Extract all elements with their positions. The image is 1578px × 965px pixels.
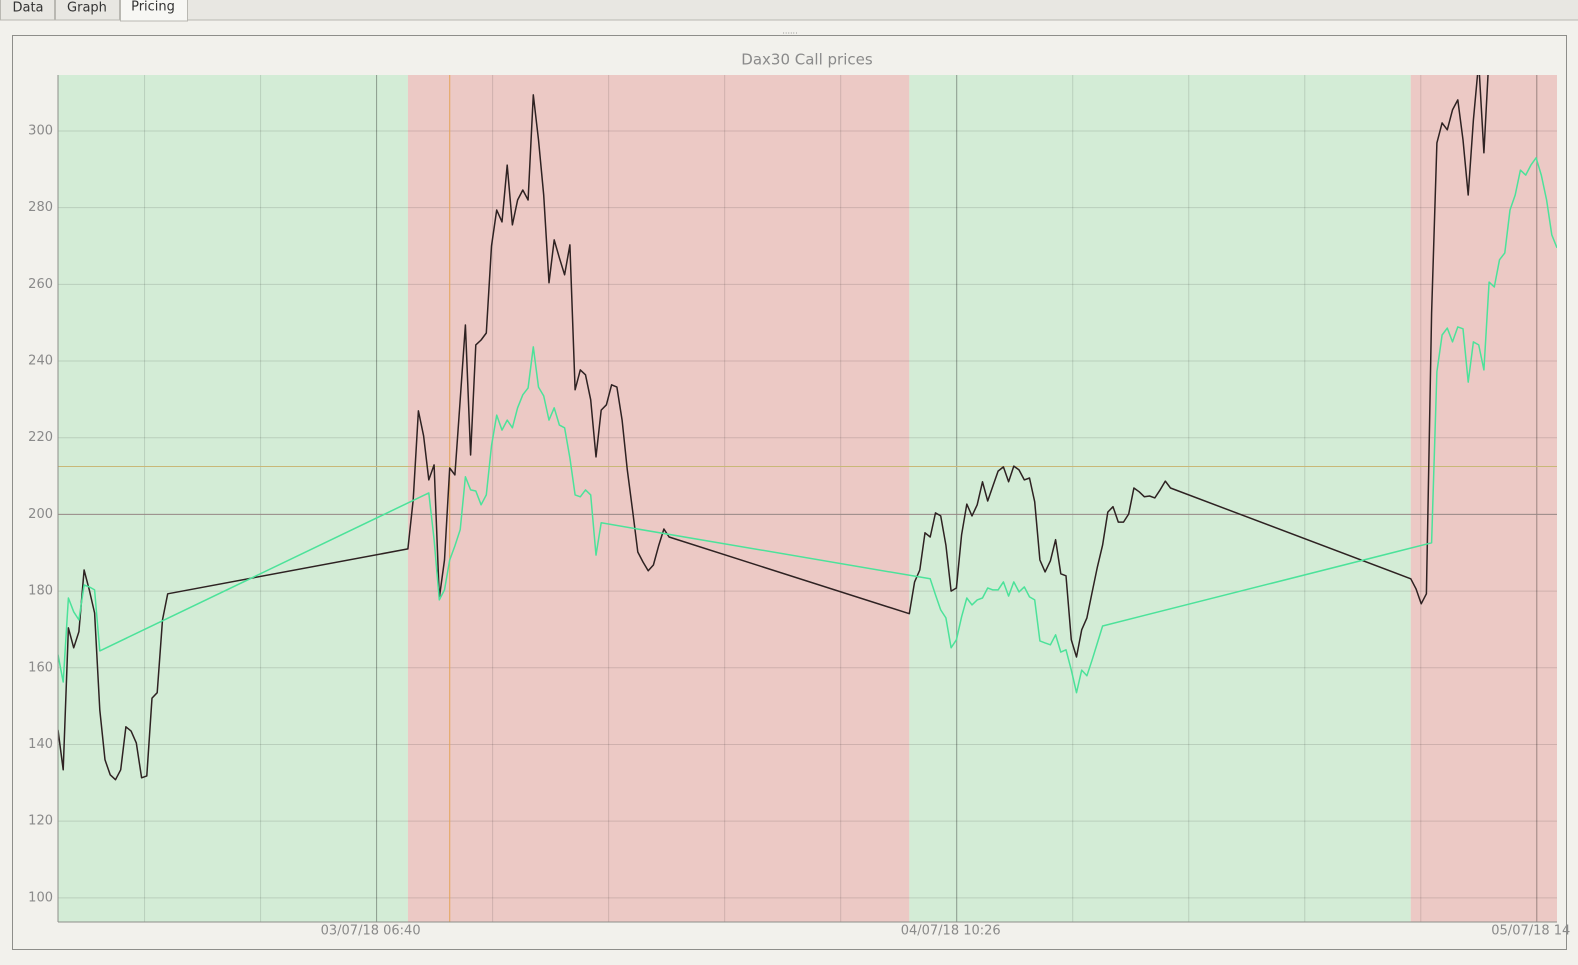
y-tick-label: 160: [28, 660, 53, 675]
tab[interactable]: Data: [0, 0, 55, 21]
splitter-handle[interactable]: ......: [782, 27, 797, 36]
tab-label[interactable]: Data: [12, 1, 43, 16]
series-line: [58, 75, 1489, 781]
series-line: [58, 157, 1557, 694]
chart-title: Dax30 Call prices: [741, 51, 873, 69]
tab-label[interactable]: Graph: [67, 1, 107, 16]
band: [58, 75, 408, 922]
y-tick-label: 260: [28, 277, 53, 292]
axes: 100 120 140 160 180 200 220 240 260 280 300 03/07/1…: [28, 75, 1570, 939]
y-tick-label: 140: [28, 737, 53, 752]
band: [407, 75, 910, 922]
plot-area: [58, 75, 1557, 922]
tab-label[interactable]: Pricing: [131, 0, 175, 15]
y-tick-label: 220: [28, 430, 53, 445]
x-tick-label: 04/07/18 10:26: [901, 924, 1001, 939]
y-tick-label: 100: [28, 890, 53, 905]
y-tick-label: 120: [28, 814, 53, 829]
x-tick-label: 05/07/18 14: [1491, 924, 1570, 939]
tab-bar: [0, 0, 1578, 20]
y-tick-label: 240: [28, 354, 53, 369]
y-tick-label: 180: [28, 584, 53, 599]
y-tick-label: 280: [28, 200, 53, 215]
tab-active[interactable]: Pricing: [120, 0, 188, 22]
y-tick-label: 300: [28, 123, 53, 138]
band: [909, 75, 1411, 922]
x-tick-label: 03/07/18 06:40: [321, 924, 421, 939]
tab[interactable]: Graph: [55, 0, 120, 21]
y-tick-label: 200: [28, 507, 53, 522]
